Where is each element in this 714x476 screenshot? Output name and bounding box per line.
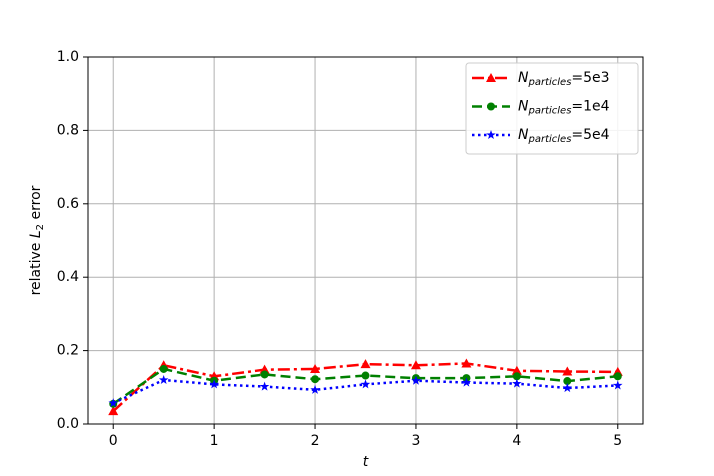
x-tick-label: 5 (613, 433, 622, 449)
y-tick-label: 0.0 (57, 416, 79, 432)
data-point (410, 360, 421, 370)
legend-label: Nparticles=5e3 (518, 70, 610, 88)
legend-label: Nparticles=5e4 (518, 127, 610, 145)
y-tick-label: 0.2 (57, 343, 79, 359)
data-point (311, 375, 320, 384)
data-point (360, 359, 371, 369)
data-point (511, 365, 522, 375)
data-point (461, 377, 472, 387)
series-line (112, 378, 618, 405)
data-point (613, 372, 622, 381)
data-point (613, 380, 623, 390)
data-point (563, 377, 572, 386)
y-axis-label: relative L2 error (28, 185, 46, 295)
data-point (108, 406, 119, 416)
y-tick-label: 0.4 (57, 269, 79, 285)
data-point (461, 358, 472, 368)
data-point (512, 372, 521, 381)
data-point (158, 374, 169, 385)
x-tick-label: 2 (311, 433, 320, 449)
y-tick-label: 0.8 (57, 122, 79, 138)
legend-marker (486, 73, 496, 82)
data-point (562, 366, 573, 376)
x-tick-label: 3 (411, 433, 420, 449)
data-point (310, 363, 321, 373)
legend-label: Nparticles=1e4 (518, 99, 610, 117)
data-point (562, 383, 573, 393)
x-tick-label: 0 (109, 433, 118, 449)
data-point (159, 364, 168, 373)
legend-marker (487, 102, 495, 111)
x-tick-label: 4 (512, 433, 521, 449)
data-point (209, 379, 219, 389)
series-line (112, 362, 618, 413)
y-tick-label: 0.6 (57, 196, 79, 212)
x-axis-label: t (363, 454, 369, 470)
series-line (112, 367, 618, 405)
data-point (360, 379, 371, 389)
plot-frame (87, 56, 644, 425)
legend-box (465, 62, 639, 155)
data-point (108, 398, 118, 408)
x-tick-label: 1 (210, 433, 219, 449)
data-point (260, 370, 269, 379)
data-point (259, 381, 270, 391)
data-point (512, 378, 522, 388)
data-point (310, 384, 320, 394)
legend-marker (486, 130, 496, 140)
y-tick-label: 1.0 (57, 49, 79, 65)
data-point (361, 371, 370, 380)
data-point (411, 375, 421, 385)
